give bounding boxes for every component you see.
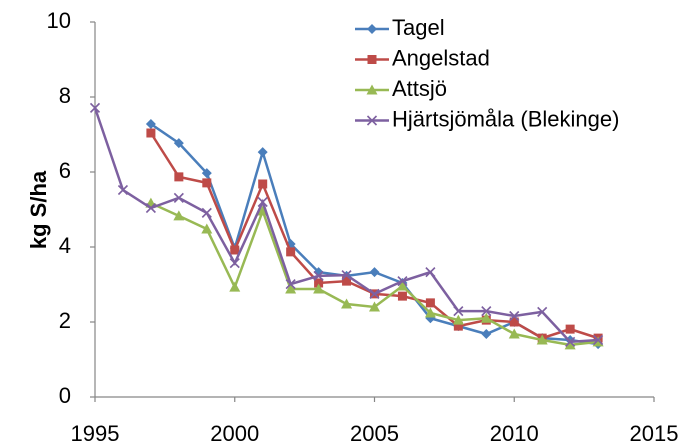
x-tick-label: 2005 xyxy=(350,421,399,446)
y-tick-label: 6 xyxy=(59,158,71,183)
marker xyxy=(367,55,377,64)
marker xyxy=(369,288,380,299)
marker xyxy=(397,276,408,287)
x-tick-label: 1995 xyxy=(71,421,120,446)
marker xyxy=(453,321,463,331)
marker xyxy=(285,283,297,294)
y-tick-label: 0 xyxy=(59,383,71,408)
marker xyxy=(425,267,436,278)
marker xyxy=(257,196,268,208)
marker xyxy=(481,329,492,339)
marker xyxy=(285,279,296,290)
marker xyxy=(341,298,353,309)
marker xyxy=(257,147,268,158)
marker xyxy=(369,267,380,278)
marker xyxy=(481,306,492,317)
marker xyxy=(145,202,156,214)
marker xyxy=(453,306,464,317)
marker xyxy=(201,168,212,179)
y-tick-label: 8 xyxy=(59,83,71,108)
marker xyxy=(313,283,325,294)
marker xyxy=(229,281,241,292)
marker xyxy=(229,258,240,269)
y-axis-label: kg S/ha xyxy=(26,170,51,249)
x-tick-label: 2010 xyxy=(490,421,539,446)
marker xyxy=(369,301,380,312)
marker xyxy=(424,307,436,318)
marker xyxy=(396,280,408,291)
marker xyxy=(174,172,184,182)
marker xyxy=(425,298,435,308)
marker xyxy=(366,84,378,95)
marker xyxy=(117,184,129,196)
marker xyxy=(202,178,212,188)
x-tick-label: 2000 xyxy=(210,421,259,446)
marker xyxy=(565,336,576,347)
marker xyxy=(313,270,324,281)
marker xyxy=(258,179,268,189)
marker xyxy=(366,115,378,126)
legend-label: Attsjö xyxy=(392,76,447,101)
legend-label: Angelstad xyxy=(392,45,490,70)
marker xyxy=(173,138,184,149)
marker xyxy=(89,102,101,113)
marker xyxy=(342,276,352,286)
marker xyxy=(367,24,377,34)
marker xyxy=(145,119,156,129)
marker xyxy=(565,324,575,334)
marker xyxy=(341,270,352,281)
y-tick-label: 4 xyxy=(59,233,71,258)
y-tick-label: 10 xyxy=(47,8,71,33)
marker xyxy=(314,278,324,288)
marker xyxy=(230,245,240,255)
marker xyxy=(173,192,184,203)
marker xyxy=(508,328,520,339)
x-tick-label: 2015 xyxy=(630,421,679,446)
marker xyxy=(509,310,520,322)
legend-label: Tagel xyxy=(392,15,445,40)
marker xyxy=(480,312,492,323)
marker xyxy=(509,317,519,327)
marker xyxy=(286,247,296,257)
marker xyxy=(201,223,213,234)
marker xyxy=(536,334,548,345)
marker xyxy=(173,210,185,221)
marker xyxy=(593,334,604,346)
marker xyxy=(564,339,576,350)
marker xyxy=(201,207,212,218)
y-tick-label: 2 xyxy=(59,308,71,333)
marker xyxy=(397,291,407,301)
marker xyxy=(452,314,464,325)
marker xyxy=(537,306,548,317)
legend-label: Hjärtsjömåla (Blekinge) xyxy=(392,106,619,131)
marker xyxy=(146,128,156,138)
